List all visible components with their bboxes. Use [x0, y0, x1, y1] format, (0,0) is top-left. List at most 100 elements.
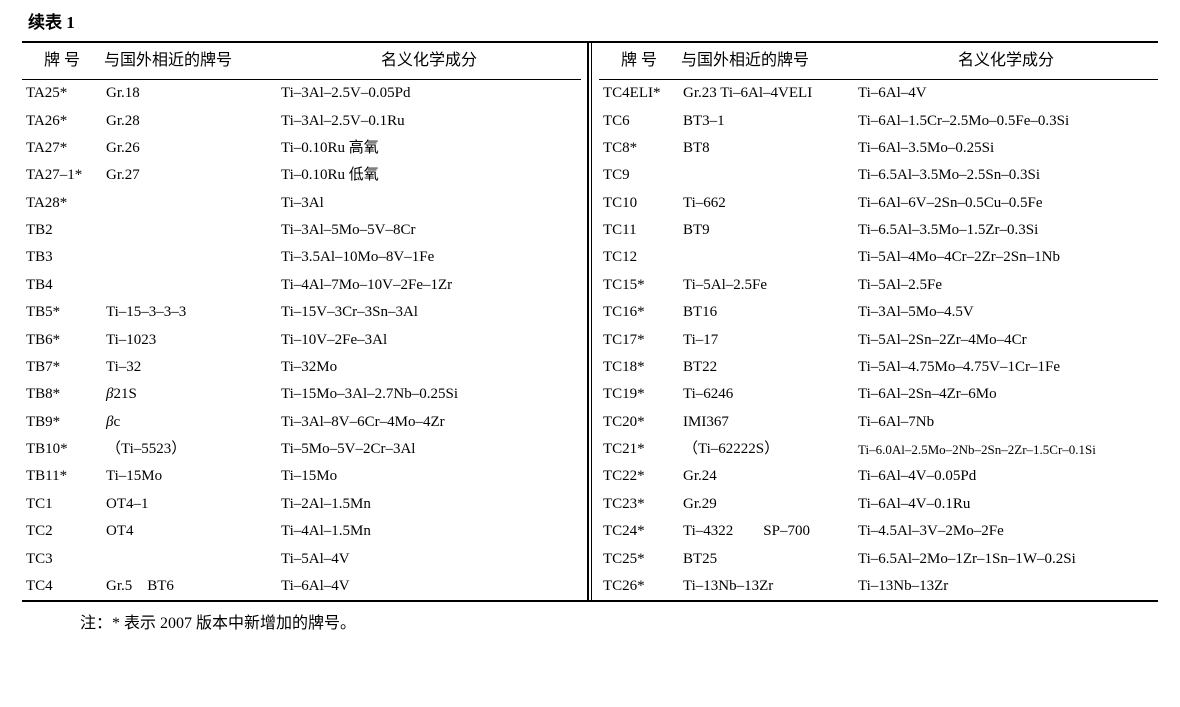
cell-chem: Ti–15V–3Cr–3Sn–3Al	[277, 299, 581, 326]
cell-grade: TC23*	[599, 491, 679, 518]
cell-chem: Ti–0.10Ru 低氧	[277, 162, 581, 189]
cell-grade: TC20*	[599, 409, 679, 436]
header-chem: 名义化学成分	[854, 43, 1158, 80]
cell-grade: TB9*	[22, 409, 102, 436]
cell-grade: TA27–1*	[22, 162, 102, 189]
cell-chem: Ti–6Al–4V	[277, 573, 581, 600]
cell-grade: TC1	[22, 491, 102, 518]
cell-chem: Ti–2Al–1.5Mn	[277, 491, 581, 518]
cell-chem: Ti–5Al–4.75Mo–4.75V–1Cr–1Fe	[854, 354, 1158, 381]
cell-foreign: OT4	[102, 518, 277, 545]
cell-foreign: Ti–15–3–3–3	[102, 299, 277, 326]
table-row: TC1OT4–1Ti–2Al–1.5Mn	[22, 491, 581, 518]
table-left-half: 牌 号 与国外相近的牌号 名义化学成分 TA25*Gr.18Ti–3Al–2.5…	[22, 43, 589, 600]
cell-grade: TC15*	[599, 272, 679, 299]
table-row: TB2Ti–3Al–5Mo–5V–8Cr	[22, 217, 581, 244]
table-left: 牌 号 与国外相近的牌号 名义化学成分 TA25*Gr.18Ti–3Al–2.5…	[22, 43, 581, 600]
header-row: 牌 号 与国外相近的牌号 名义化学成分	[22, 43, 581, 80]
table-row: TC20*IMI367Ti–6Al–7Nb	[599, 409, 1158, 436]
cell-foreign	[679, 162, 854, 189]
table-row: TC25*BT25Ti–6.5Al–2Mo–1Zr–1Sn–1W–0.2Si	[599, 545, 1158, 572]
cell-foreign: βc	[102, 409, 277, 436]
cell-foreign: Gr.5 BT6	[102, 573, 277, 600]
table-row: TC4ELI*Gr.23 Ti–6Al–4VELITi–6Al–4V	[599, 80, 1158, 108]
table-row: TB4Ti–4Al–7Mo–10V–2Fe–1Zr	[22, 272, 581, 299]
cell-foreign: Gr.29	[679, 491, 854, 518]
cell-grade: TC21*	[599, 436, 679, 463]
table-row: TA26*Gr.28Ti–3Al–2.5V–0.1Ru	[22, 107, 581, 134]
table-row: TC3Ti–5Al–4V	[22, 545, 581, 572]
cell-grade: TC8*	[599, 135, 679, 162]
cell-chem: Ti–13Nb–13Zr	[854, 573, 1158, 600]
cell-chem: Ti–6Al–3.5Mo–0.25Si	[854, 135, 1158, 162]
table-row: TA25*Gr.18Ti–3Al–2.5V–0.05Pd	[22, 80, 581, 108]
table-row: TB7*Ti–32Ti–32Mo	[22, 354, 581, 381]
header-row: 牌 号 与国外相近的牌号 名义化学成分	[599, 43, 1158, 80]
table-row: TC21*（Ti–62222S）Ti–6.0Al–2.5Mo–2Nb–2Sn–2…	[599, 436, 1158, 463]
cell-grade: TA27*	[22, 135, 102, 162]
table-row: TB6*Ti–1023Ti–10V–2Fe–3Al	[22, 326, 581, 353]
cell-foreign: BT9	[679, 217, 854, 244]
cell-grade: TA28*	[22, 190, 102, 217]
cell-grade: TB5*	[22, 299, 102, 326]
cell-chem: Ti–0.10Ru 高氧	[277, 135, 581, 162]
header-foreign: 与国外相近的牌号	[102, 43, 277, 80]
cell-chem: Ti–15Mo–3Al–2.7Nb–0.25Si	[277, 381, 581, 408]
table-row: TA27*Gr.26Ti–0.10Ru 高氧	[22, 135, 581, 162]
cell-chem: Ti–10V–2Fe–3Al	[277, 326, 581, 353]
table-row: TB3Ti–3.5Al–10Mo–8V–1Fe	[22, 244, 581, 271]
table-row: TC15*Ti–5Al–2.5FeTi–5Al–2.5Fe	[599, 272, 1158, 299]
cell-chem: Ti–3Al–5Mo–4.5V	[854, 299, 1158, 326]
table-right: 牌 号 与国外相近的牌号 名义化学成分 TC4ELI*Gr.23 Ti–6Al–…	[599, 43, 1158, 600]
cell-chem: Ti–6Al–6V–2Sn–0.5Cu–0.5Fe	[854, 190, 1158, 217]
cell-grade: TB10*	[22, 436, 102, 463]
cell-foreign: Ti–32	[102, 354, 277, 381]
cell-grade: TB7*	[22, 354, 102, 381]
cell-grade: TC4ELI*	[599, 80, 679, 108]
cell-foreign: Ti–6246	[679, 381, 854, 408]
cell-foreign: Ti–17	[679, 326, 854, 353]
cell-grade: TC17*	[599, 326, 679, 353]
cell-foreign: （Ti–5523）	[102, 436, 277, 463]
table-row: TB10*（Ti–5523）Ti–5Mo–5V–2Cr–3Al	[22, 436, 581, 463]
cell-grade: TC26*	[599, 573, 679, 600]
table-caption: 续表 1	[28, 14, 1158, 31]
cell-foreign: Gr.24	[679, 463, 854, 490]
cell-grade: TC25*	[599, 545, 679, 572]
cell-foreign: （Ti–62222S）	[679, 436, 854, 463]
table-row: TB9*βcTi–3Al–8V–6Cr–4Mo–4Zr	[22, 409, 581, 436]
cell-foreign: Ti–5Al–2.5Fe	[679, 272, 854, 299]
cell-foreign	[679, 244, 854, 271]
table-row: TC12Ti–5Al–4Mo–4Cr–2Zr–2Sn–1Nb	[599, 244, 1158, 271]
cell-chem: Ti–4.5Al–3V–2Mo–2Fe	[854, 518, 1158, 545]
cell-chem: Ti–4Al–7Mo–10V–2Fe–1Zr	[277, 272, 581, 299]
cell-chem: Ti–3Al	[277, 190, 581, 217]
cell-chem: Ti–3Al–5Mo–5V–8Cr	[277, 217, 581, 244]
cell-grade: TC9	[599, 162, 679, 189]
table-row: TC17*Ti–17Ti–5Al–2Sn–2Zr–4Mo–4Cr	[599, 326, 1158, 353]
cell-grade: TB8*	[22, 381, 102, 408]
cell-foreign	[102, 190, 277, 217]
cell-grade: TC4	[22, 573, 102, 600]
table-row: TC22*Gr.24Ti–6Al–4V–0.05Pd	[599, 463, 1158, 490]
cell-grade: TC11	[599, 217, 679, 244]
cell-chem: Ti–3Al–2.5V–0.05Pd	[277, 80, 581, 108]
cell-grade: TB3	[22, 244, 102, 271]
cell-foreign: Gr.26	[102, 135, 277, 162]
cell-foreign: BT25	[679, 545, 854, 572]
cell-chem: Ti–6Al–2Sn–4Zr–6Mo	[854, 381, 1158, 408]
header-grade: 牌 号	[22, 43, 102, 80]
table-row: TC18*BT22Ti–5Al–4.75Mo–4.75V–1Cr–1Fe	[599, 354, 1158, 381]
cell-foreign: Ti–15Mo	[102, 463, 277, 490]
cell-grade: TC10	[599, 190, 679, 217]
cell-foreign	[102, 217, 277, 244]
cell-foreign: IMI367	[679, 409, 854, 436]
page: 续表 1 牌 号 与国外相近的牌号 名义化学成分 TA25*Gr.18Ti–3A…	[0, 0, 1180, 632]
cell-chem: Ti–32Mo	[277, 354, 581, 381]
cell-grade: TC2	[22, 518, 102, 545]
cell-chem: Ti–5Al–2.5Fe	[854, 272, 1158, 299]
cell-grade: TC19*	[599, 381, 679, 408]
table-row: TB5*Ti–15–3–3–3Ti–15V–3Cr–3Sn–3Al	[22, 299, 581, 326]
table-row: TC8*BT8Ti–6Al–3.5Mo–0.25Si	[599, 135, 1158, 162]
cell-chem: Ti–6Al–4V–0.05Pd	[854, 463, 1158, 490]
